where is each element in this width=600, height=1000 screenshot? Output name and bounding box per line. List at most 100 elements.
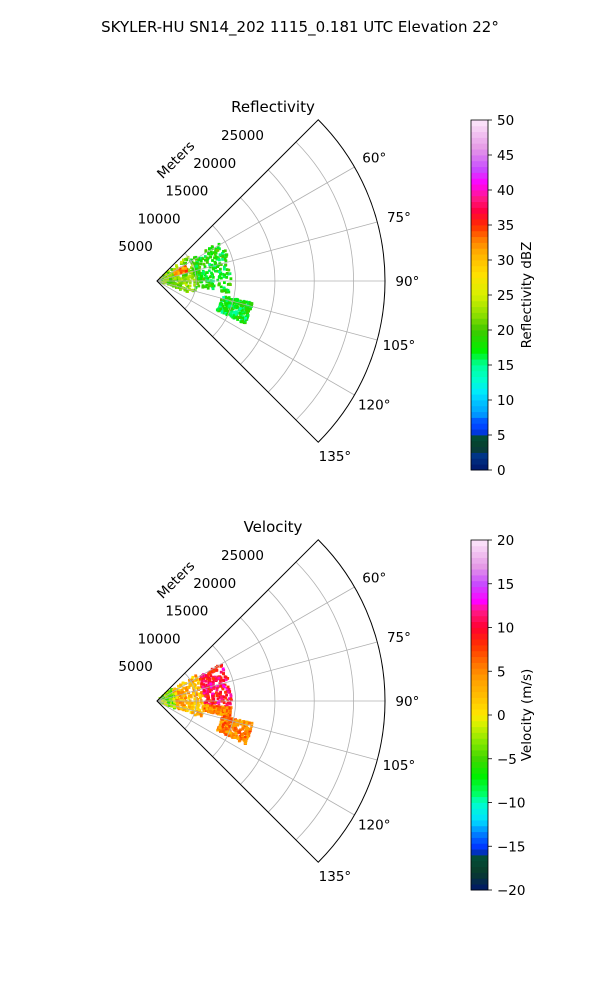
- echo-gate: [217, 703, 221, 707]
- echo-gate: [247, 309, 250, 313]
- echo-gate: [226, 722, 230, 726]
- echo-gate: [232, 732, 236, 736]
- echo-gate: [176, 697, 180, 701]
- velocity-panel: Velocity 5000 10000 15000 20000 25000 Meters 60…: [118, 518, 535, 899]
- echo-gate: [233, 305, 237, 309]
- echo-gate: [238, 307, 242, 310]
- echo-gate: [189, 695, 193, 699]
- colorbar-segment: [471, 796, 488, 803]
- echo-gate: [178, 278, 181, 282]
- echo-gate: [211, 677, 215, 680]
- echo-gate: [239, 320, 243, 324]
- echo-data: [159, 242, 254, 325]
- echo-gate: [175, 696, 179, 699]
- colorbar-segment: [471, 785, 488, 792]
- echo-gate: [207, 252, 211, 256]
- echo-gate: [185, 280, 188, 284]
- echo-gate: [215, 688, 219, 692]
- colorbar-segment: [471, 732, 488, 739]
- echo-gate: [221, 254, 225, 258]
- echo-gate: [228, 709, 232, 712]
- radial-tick-label: 25000: [221, 548, 264, 564]
- colorbar-segment: [471, 260, 488, 267]
- echo-gate: [212, 669, 215, 673]
- echo-gate: [207, 681, 211, 685]
- echo-gate: [245, 720, 249, 724]
- echo-gate: [199, 696, 202, 700]
- echo-gate: [216, 694, 219, 697]
- colorbar-segment: [471, 767, 488, 774]
- colorbar-segment: [471, 324, 488, 331]
- echo-gate: [221, 711, 224, 715]
- echo-gate: [187, 696, 190, 700]
- echo-gate: [179, 683, 182, 687]
- echo-gate: [236, 306, 240, 310]
- echo-gate: [211, 259, 214, 262]
- echo-gate: [228, 304, 232, 308]
- echo-gate: [228, 711, 232, 715]
- echo-gate: [182, 261, 186, 265]
- echo-gate: [181, 690, 184, 694]
- echo-gate: [223, 709, 226, 712]
- azimuth-tick-label: 135°: [319, 449, 352, 465]
- colorbar-segment: [471, 569, 488, 576]
- echo-gate: [221, 723, 225, 726]
- colorbar-segment: [471, 621, 488, 628]
- colorbar-segment: [471, 604, 488, 611]
- echo-gate: [226, 288, 230, 292]
- echo-gate: [210, 704, 214, 708]
- echo-gate: [203, 285, 207, 289]
- echo-gate: [229, 314, 233, 318]
- echo-gate: [211, 282, 214, 286]
- echo-gate: [172, 280, 176, 284]
- colorbar-segment: [471, 190, 488, 197]
- echo-gate: [211, 267, 215, 271]
- echo-gate: [212, 701, 216, 704]
- echo-gate: [236, 737, 240, 740]
- echo-gate: [200, 274, 204, 278]
- echo-gate: [208, 247, 211, 251]
- echo-gate: [216, 711, 220, 715]
- colorbar-segment: [471, 837, 488, 844]
- echo-gate: [218, 282, 221, 286]
- echo-gate: [193, 679, 197, 683]
- colorbar-tick-label: 5: [497, 428, 506, 444]
- echo-gate: [173, 700, 177, 704]
- echo-gate: [187, 694, 191, 698]
- echo-gate: [214, 262, 217, 266]
- echo-gate: [243, 732, 247, 735]
- echo-gate: [190, 704, 193, 707]
- echo-gate: [203, 273, 207, 276]
- echo-gate: [210, 710, 214, 714]
- colorbar-segment: [471, 674, 488, 681]
- echo-gate: [193, 256, 196, 260]
- echo-gate: [200, 680, 204, 684]
- radial-tick-label: 5000: [118, 659, 152, 675]
- echo-gate: [225, 703, 229, 707]
- echo-gate: [177, 684, 180, 688]
- colorbar-segment: [471, 195, 488, 203]
- echo-gate: [202, 689, 206, 692]
- echo-gate: [194, 255, 198, 259]
- echo-gate: [200, 675, 204, 678]
- colorbar-segment: [471, 149, 488, 156]
- echo-gate: [234, 312, 238, 316]
- colorbar-segment: [471, 738, 488, 745]
- echo-gate: [221, 718, 224, 721]
- colorbar-segment: [471, 219, 488, 226]
- echo-gate: [246, 730, 250, 734]
- colorbar-segment: [471, 697, 488, 704]
- colorbar-segment: [471, 330, 488, 337]
- echo-gate: [220, 697, 224, 700]
- colorbar-segment: [471, 855, 488, 862]
- echo-gate: [191, 267, 195, 271]
- echo-gate: [166, 703, 170, 707]
- echo-gate: [213, 269, 217, 273]
- echo-gate: [193, 702, 196, 706]
- echo-gate: [206, 277, 210, 280]
- echo-gate: [221, 304, 225, 308]
- echo-gate: [179, 706, 183, 710]
- echo-gate: [230, 310, 233, 313]
- echo-gate: [225, 693, 228, 697]
- colorbar-segment: [471, 668, 488, 675]
